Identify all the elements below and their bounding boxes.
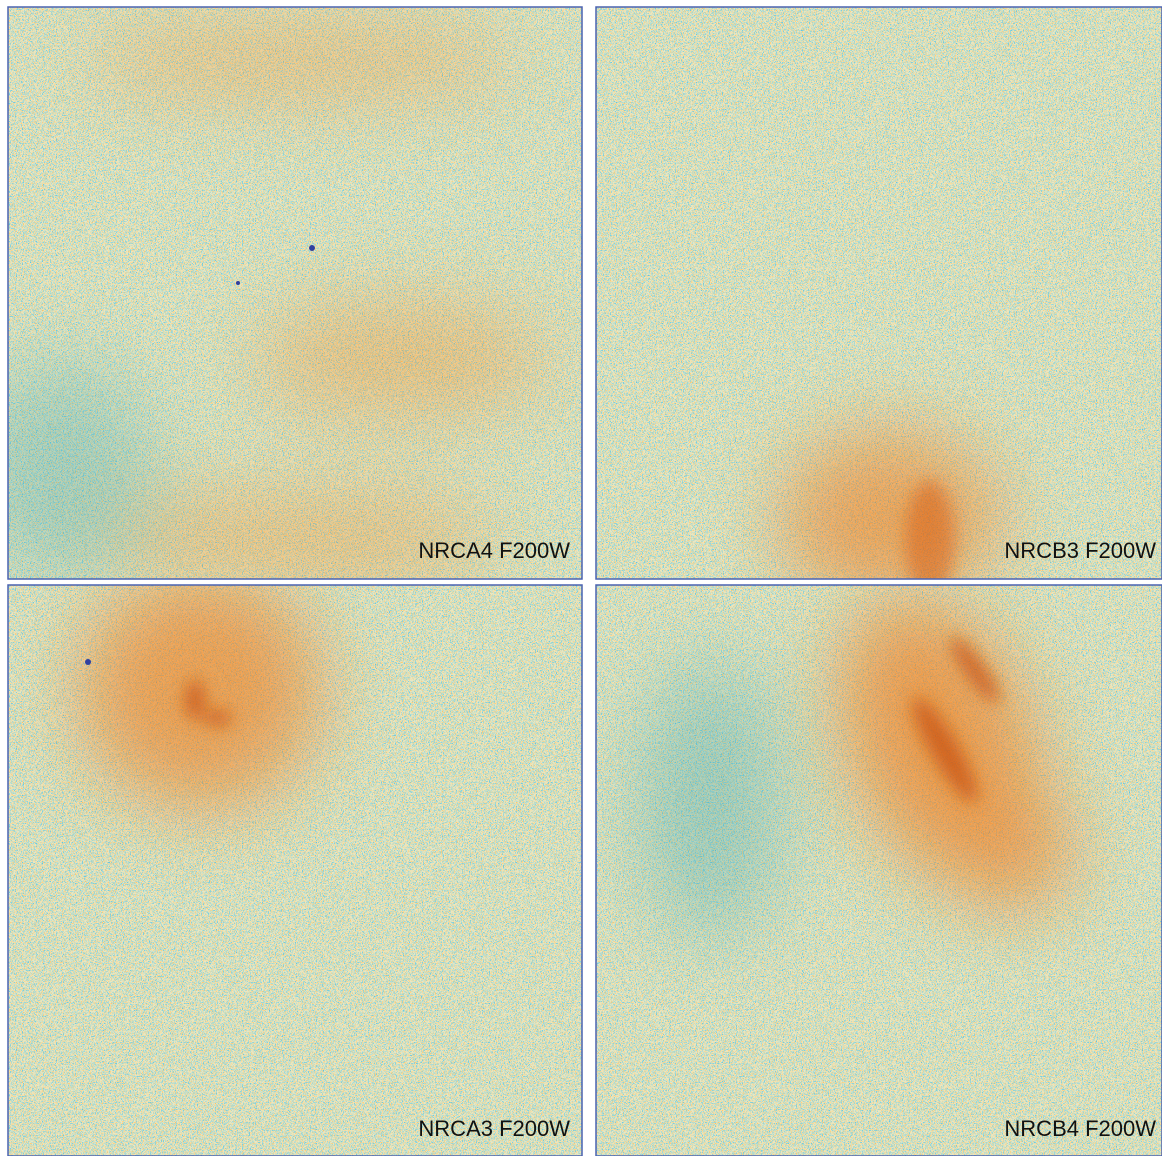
- panel-label: NRCB4 F200W: [1004, 1116, 1156, 1141]
- panel-label: NRCA4 F200W: [418, 538, 570, 563]
- panel: [596, 7, 1162, 610]
- panel: [596, 568, 1162, 1156]
- panel: [0, 7, 582, 590]
- image-grid: NRCA4 F200W NRCB3 F200W NRCA3 F200W NRCB…: [0, 0, 1162, 1156]
- panel-label: NRCA3 F200W: [418, 1116, 570, 1141]
- panel-label: NRCB3 F200W: [1004, 538, 1156, 563]
- panel: [8, 570, 582, 1156]
